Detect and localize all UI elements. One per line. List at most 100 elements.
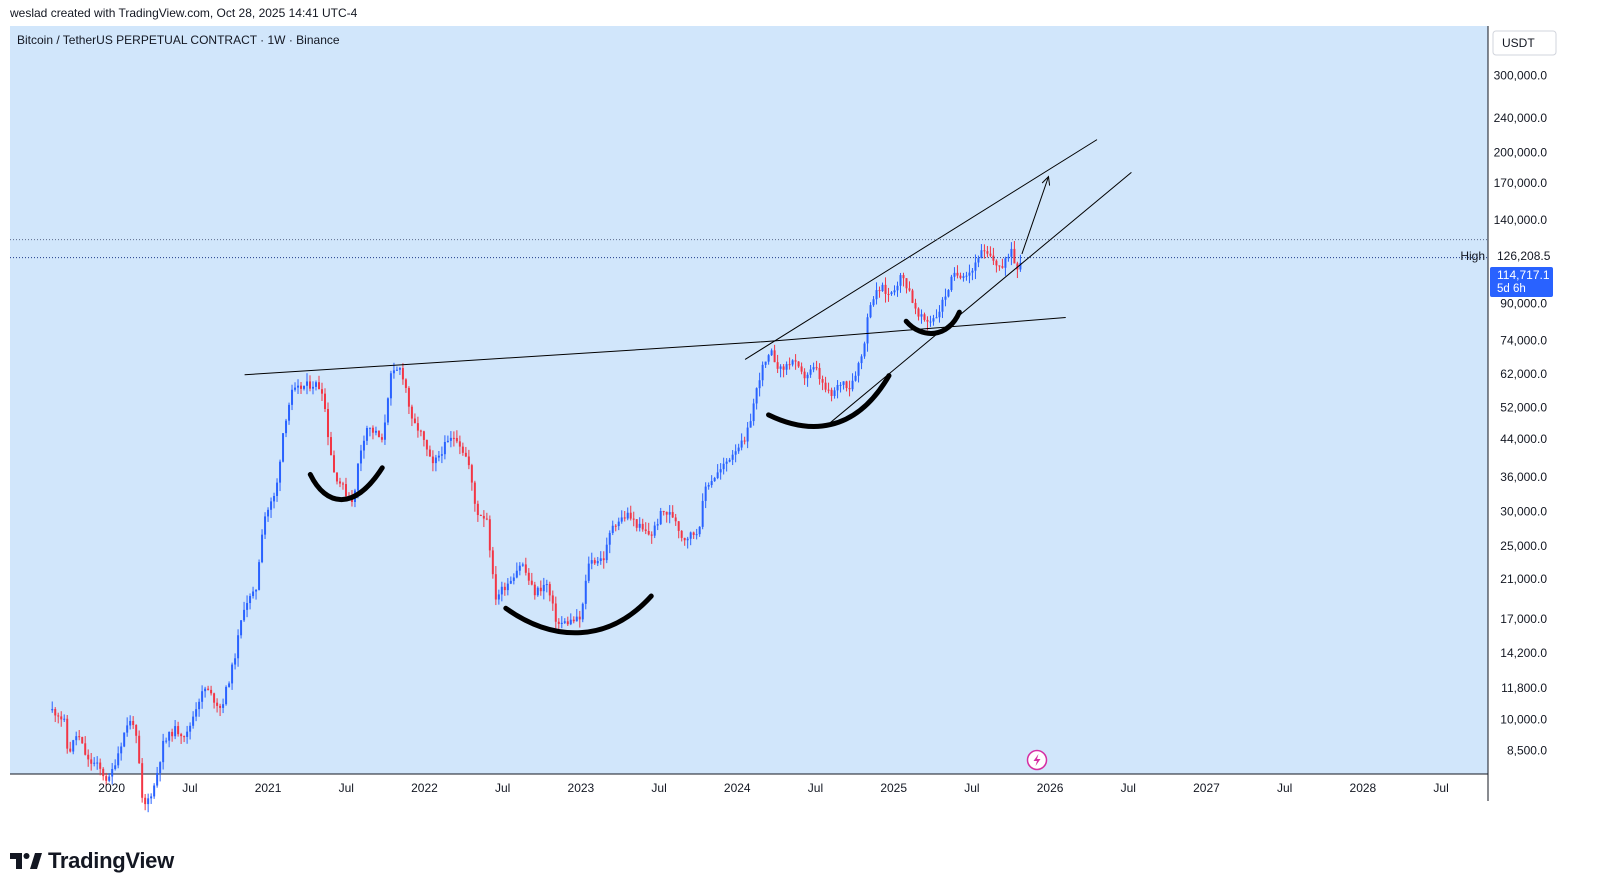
price-tick-label: 240,000.0 xyxy=(1494,111,1548,125)
cup-curve-2024[interactable] xyxy=(766,373,892,429)
candle-up xyxy=(365,427,368,441)
candle-down xyxy=(692,532,695,535)
candle-up xyxy=(159,762,162,773)
time-tick-label: Jul xyxy=(1277,781,1292,795)
candle-up xyxy=(198,701,201,710)
chart-symbol-title: Bitcoin / TetherUS PERPETUAL CONTRACT · … xyxy=(17,33,340,47)
candle-down xyxy=(905,278,908,289)
price-chart[interactable]: 360,000.0300,000.0240,000.0200,000.0170,… xyxy=(10,26,1614,829)
candle-down xyxy=(782,366,785,370)
candle-down xyxy=(428,449,431,457)
time-tick-label: Jul xyxy=(182,781,197,795)
candle-down xyxy=(494,574,497,600)
candle-up xyxy=(962,276,965,278)
candle-up xyxy=(968,272,971,276)
plot-background[interactable] xyxy=(10,26,1488,774)
time-tick-label: 2026 xyxy=(1037,781,1064,795)
candle-up xyxy=(953,272,956,277)
candle-down xyxy=(926,319,929,322)
resistance-trendline[interactable] xyxy=(244,341,761,376)
candle-down xyxy=(566,621,569,625)
candle-up xyxy=(638,523,641,528)
candle-down xyxy=(644,529,647,532)
candle-down xyxy=(309,381,312,389)
candle-down xyxy=(800,366,803,372)
time-tick-label: Jul xyxy=(964,781,979,795)
candle-up xyxy=(542,584,545,592)
candle-up xyxy=(306,381,309,386)
candle-up xyxy=(881,284,884,292)
candle-down xyxy=(623,517,626,519)
candle-down xyxy=(818,367,821,380)
candle-down xyxy=(794,360,797,362)
candle-down xyxy=(815,367,818,369)
candle-up xyxy=(93,762,96,764)
candle-up xyxy=(195,709,198,717)
chart-container[interactable]: 360,000.0300,000.0240,000.0200,000.0170,… xyxy=(10,26,1614,829)
price-axis[interactable] xyxy=(1488,26,1614,774)
cup-curve-2025[interactable] xyxy=(903,309,962,336)
candle-down xyxy=(407,387,410,407)
candle-up xyxy=(186,731,189,737)
candle-down xyxy=(491,550,494,575)
candle-up xyxy=(749,421,752,428)
candle-down xyxy=(452,437,455,439)
cup-curve-2021[interactable] xyxy=(307,465,385,502)
time-axis[interactable] xyxy=(10,774,1488,829)
candle-down xyxy=(548,584,551,596)
currency-button[interactable]: USDT xyxy=(1492,30,1557,56)
candle-down xyxy=(300,385,303,389)
candle-down xyxy=(674,517,677,522)
cup-curve-2022[interactable] xyxy=(503,593,654,636)
price-tick-label: 11,800.0 xyxy=(1501,681,1547,695)
candle-up xyxy=(713,478,716,482)
candle-up xyxy=(240,620,243,636)
candle-up xyxy=(117,753,120,766)
candle-up xyxy=(599,558,602,562)
time-tick-label: Jul xyxy=(651,781,666,795)
candle-down xyxy=(66,718,69,749)
candle-up xyxy=(243,609,246,621)
candle-up xyxy=(506,583,509,591)
candle-down xyxy=(533,584,536,596)
candle-down xyxy=(81,737,84,744)
time-tick-label: 2025 xyxy=(880,781,907,795)
candle-up xyxy=(258,562,261,590)
candle-up xyxy=(563,621,566,623)
candle-up xyxy=(779,366,782,369)
candle-up xyxy=(866,317,869,344)
candle-up xyxy=(863,343,866,357)
candle-down xyxy=(488,519,491,551)
candle-up xyxy=(129,720,132,726)
candle-down xyxy=(344,484,347,497)
candle-up xyxy=(869,305,872,318)
candle-up xyxy=(165,740,168,742)
channel-upper-line[interactable] xyxy=(744,139,1098,360)
candle-down xyxy=(318,382,321,390)
candle-up xyxy=(872,299,875,306)
candle-down xyxy=(788,364,791,366)
candle-up xyxy=(608,532,611,545)
projection-arrow[interactable] xyxy=(1021,176,1049,255)
candle-up xyxy=(746,427,749,442)
time-tick-label: 2020 xyxy=(98,781,125,795)
candle-down xyxy=(641,523,644,530)
candle-up xyxy=(686,538,689,541)
tradingview-logo[interactable]: TradingView xyxy=(10,848,174,874)
candle-up xyxy=(63,718,66,720)
candle-up xyxy=(545,584,548,586)
channel-lower-line[interactable] xyxy=(827,171,1132,425)
candle-down xyxy=(171,731,174,737)
candle-up xyxy=(1007,256,1010,259)
time-tick-label: 2022 xyxy=(411,781,438,795)
candle-down xyxy=(821,379,824,383)
lightning-icon[interactable] xyxy=(1026,749,1048,771)
candle-down xyxy=(416,423,419,431)
candle-up xyxy=(761,364,764,381)
candle-down xyxy=(461,446,464,453)
candle-down xyxy=(632,518,635,520)
candle-down xyxy=(572,619,575,622)
candle-up xyxy=(51,709,54,711)
candle-up xyxy=(770,350,773,356)
high-value-text: 126,208.5 xyxy=(1497,249,1551,263)
